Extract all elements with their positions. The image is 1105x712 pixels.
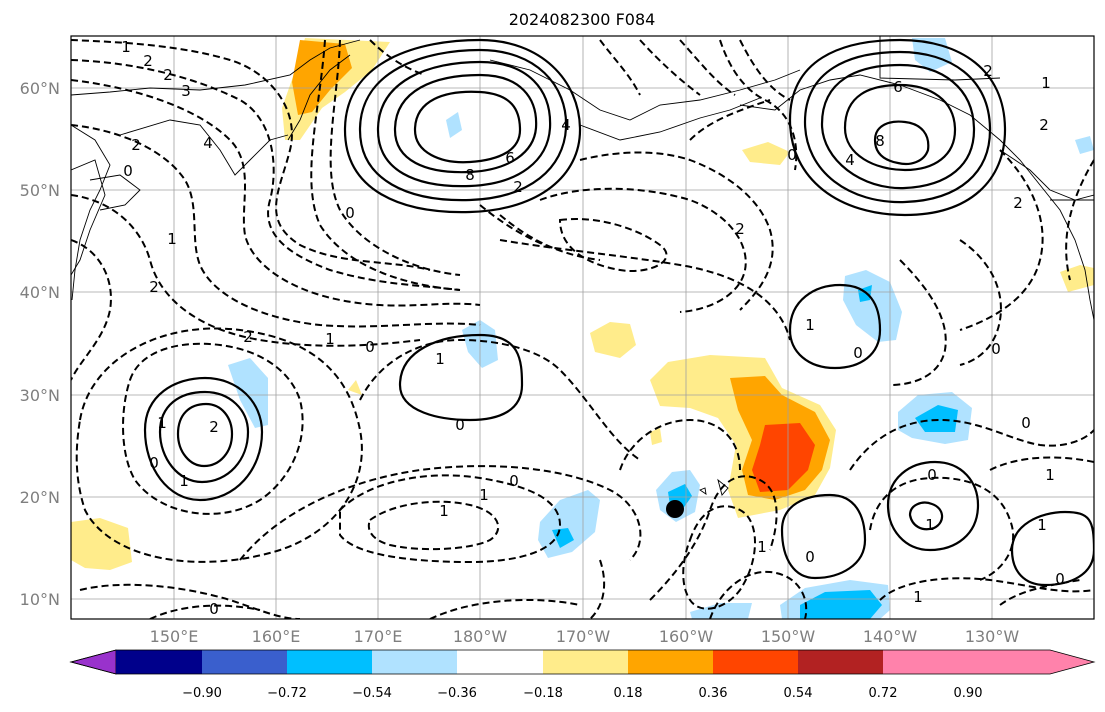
lat-label: 40°N [20,283,60,302]
contour-label: 3 [181,82,191,100]
contour-label: 0 [509,472,519,490]
contour-label: 1 [1045,466,1055,484]
longitude-labels: 150°E 160°E 170°E 180°W 170°W 160°W 150°… [150,627,1020,646]
contour-label: 6 [505,149,515,167]
lon-label: 160°W [659,627,714,646]
contour-label: 6 [893,78,903,96]
contour-label: 0 [927,466,937,484]
contour-label: 2 [735,220,745,238]
contour-label: 1 [805,316,815,334]
colorbar-segment [628,650,713,674]
lon-label: 150°E [150,627,199,646]
lon-label: 170°W [556,627,611,646]
lon-label: 130°W [965,627,1020,646]
contour-label: 1 [439,502,449,520]
lon-label: 140°W [863,627,918,646]
contour-label: 1 [325,330,335,348]
shaded-anomalies [71,38,1094,619]
contour-label: 2 [1039,116,1049,134]
colorbar-segment [372,650,457,674]
colorbar-max-extension [883,650,1094,674]
contour-label: 0 [365,338,375,356]
contour-label: 1 [1037,516,1047,534]
map-frame [70,35,1095,620]
contour-label: 0 [123,162,133,180]
colorbar-tick-label: −0.18 [523,686,563,701]
contour-label: 1 [913,588,923,606]
colorbar-segment [202,650,287,674]
contour-label: 4 [561,116,571,134]
contour-label: 4 [203,134,213,152]
colorbar-tick-label: 0.90 [954,686,983,701]
contour-label: 1 [157,414,167,432]
contour-label: 1 [179,472,189,490]
contour-label: 2 [131,136,141,154]
lon-label: 170°E [354,627,403,646]
colorbar-segment [457,650,543,674]
contour-label: 2 [513,178,523,196]
contour-label: 2 [983,62,993,80]
contour-label: 0 [991,340,1001,358]
contour-label: 1 [1041,74,1051,92]
contour-label: 1 [925,516,935,534]
colorbar-tick-label: −0.72 [267,686,307,701]
lon-label: 160°E [252,627,301,646]
contour-label: 0 [345,204,355,222]
colorbar-tick-label: 0.72 [869,686,898,701]
contour-label: 2 [209,418,219,436]
colorbar-outline [69,649,1096,675]
contour-label: 0 [787,146,797,164]
contour-label: 0 [209,600,219,618]
figure-title: 2024082300 F084 [509,10,656,29]
contour-label: 2 [243,328,253,346]
contour-label: 1 [121,38,131,56]
contour-label: 0 [149,454,159,472]
contour-label: 0 [805,548,815,566]
lat-label: 10°N [20,590,60,609]
lat-label: 20°N [20,488,60,507]
contour-label: 2 [149,278,159,296]
contour-label: 0 [1055,570,1065,588]
colorbar-tick-label: 0.54 [784,686,813,701]
colorbar-tick-label: 0.18 [614,686,643,701]
contour-label: 1 [479,486,489,504]
lon-label: 180°W [453,627,508,646]
colorbar-segment [713,650,798,674]
map-area [71,36,1094,619]
contour-label: 1 [435,350,445,368]
contour-label: 2 [1013,194,1023,212]
contour-label: 1 [167,230,177,248]
contour-label-group: 1 2 2 3 4 2 0 6 8 4 2 6 8 4 0 2 2 1 2 2 … [121,38,1065,618]
contour-lines [71,38,1094,619]
contour-label: 8 [465,166,475,184]
colorbar-segment [287,650,372,674]
lat-label: 30°N [20,386,60,405]
lon-label: 150°W [761,627,816,646]
contour-label: 2 [143,52,153,70]
latitude-labels: 60°N 50°N 40°N 30°N 20°N 10°N [20,79,60,609]
lat-label: 50°N [20,181,60,200]
colorbar-segment [543,650,628,674]
colorbar: −0.90 −0.72 −0.54 −0.36 −0.18 0.18 0.36 … [69,649,1096,701]
colorbar-segment [116,650,202,674]
contour-label: 2 [163,66,173,84]
colorbar-tick-label: −0.54 [352,686,392,701]
contour-label: 4 [845,151,855,169]
contour-label: 0 [455,416,465,434]
colorbar-tick-label: 0.36 [699,686,728,701]
lat-label: 60°N [20,79,60,98]
storm-position-marker [666,500,684,518]
colorbar-segment [798,650,883,674]
contour-label: 0 [853,344,863,362]
contour-label: 8 [875,132,885,150]
contour-label: 0 [1021,414,1031,432]
colorbar-min-extension [69,649,117,675]
colorbar-tick-label: −0.36 [437,686,477,701]
contour-label: 1 [757,538,767,556]
colorbar-tick-label: −0.90 [182,686,222,701]
